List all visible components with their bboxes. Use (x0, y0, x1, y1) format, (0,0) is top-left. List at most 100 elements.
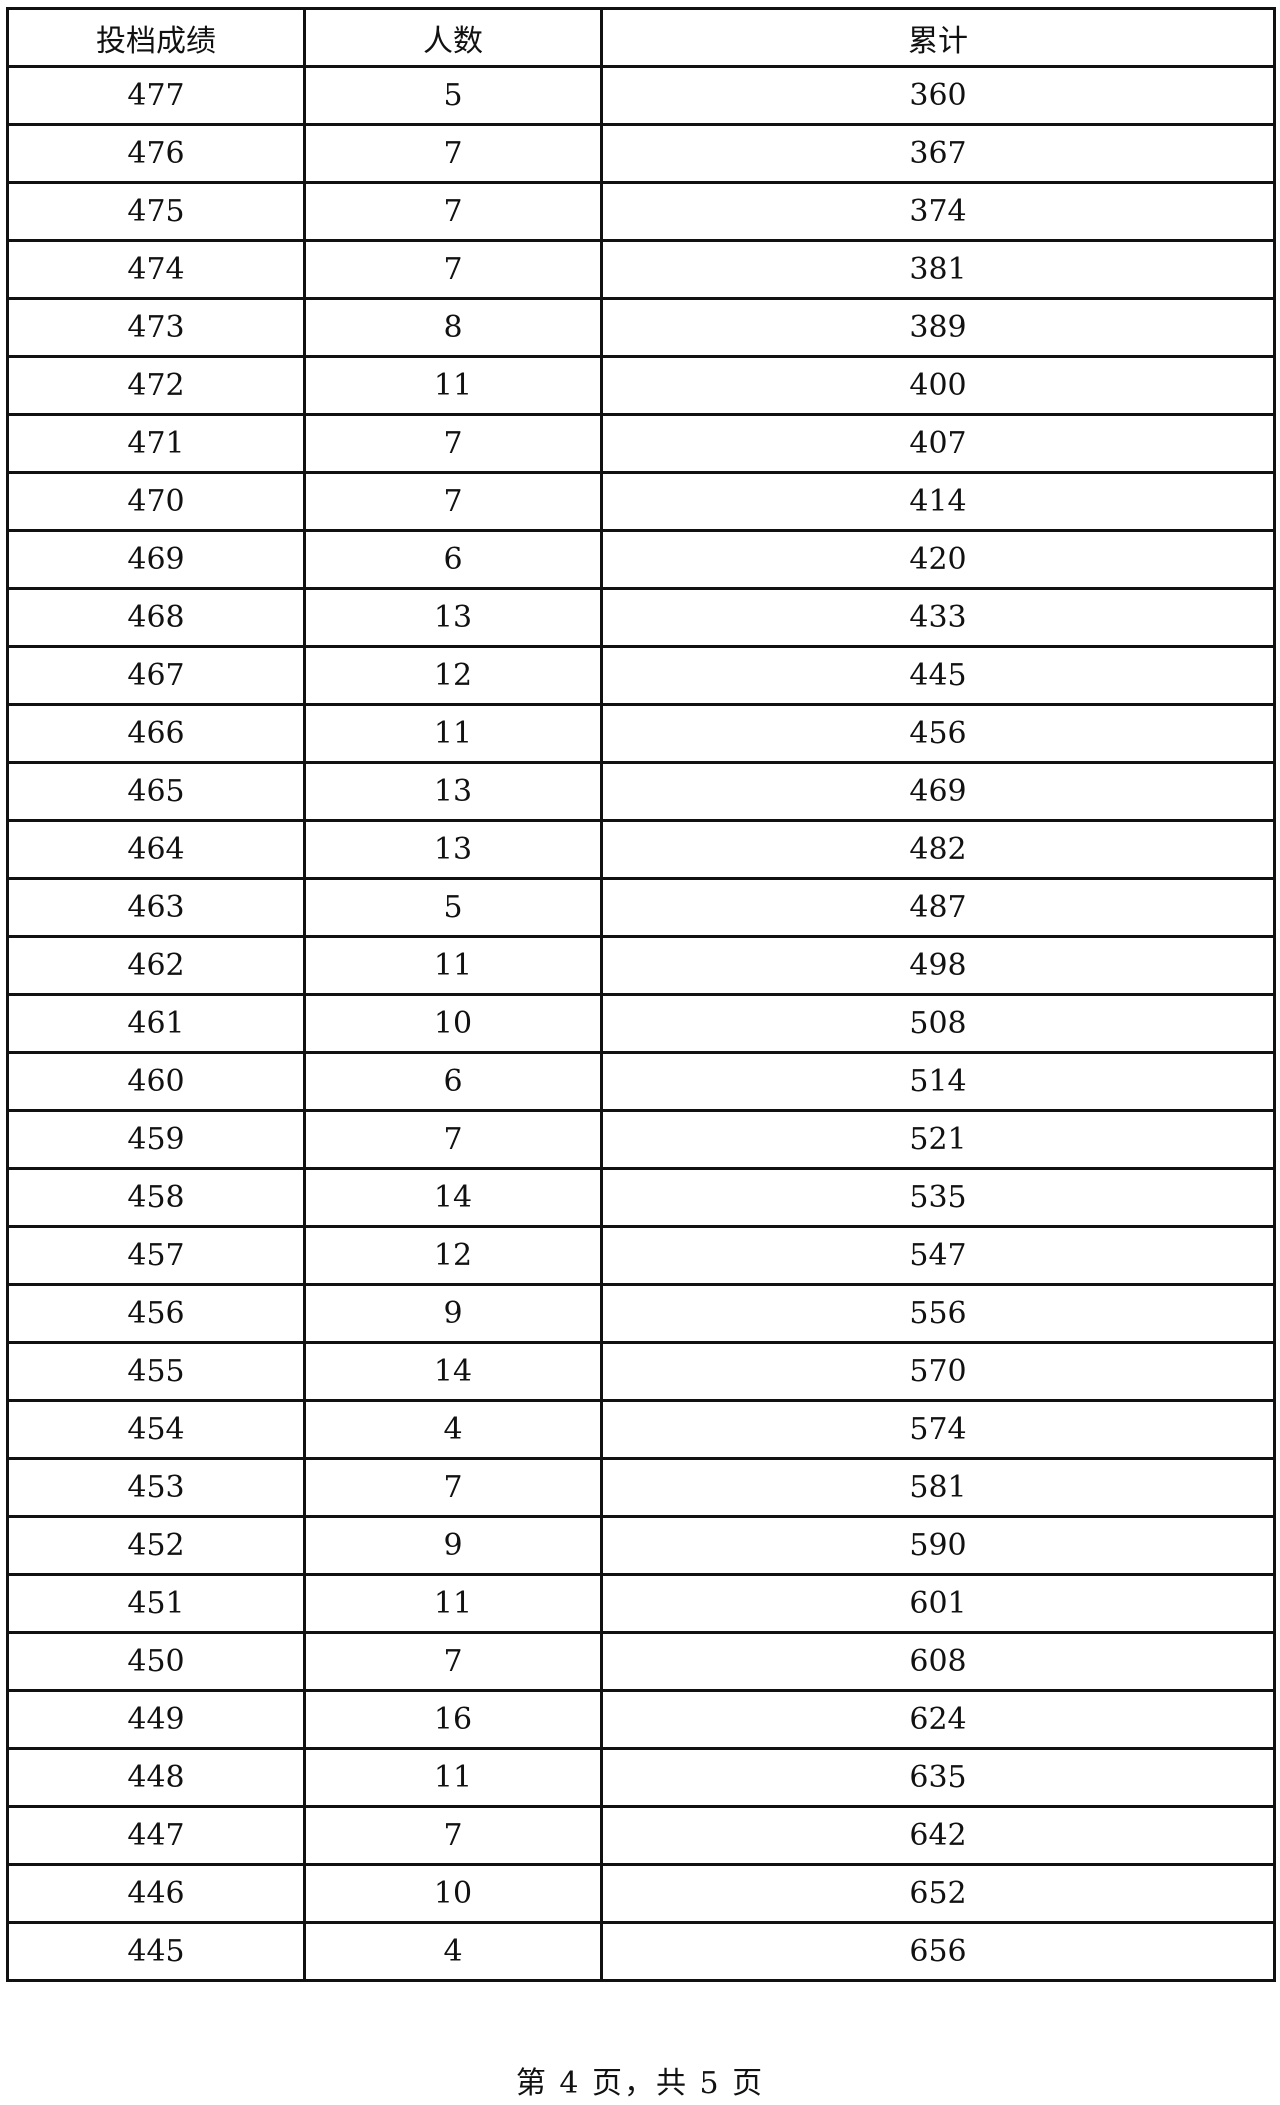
table-row: 445 4 656 (6, 1921, 1276, 1982)
cumulative-cell: 556 (600, 1283, 1276, 1344)
count-cell: 14 (303, 1167, 603, 1228)
table-row: 473 8 389 (6, 297, 1276, 358)
count-cell: 11 (303, 935, 603, 996)
score-cell: 458 (6, 1167, 306, 1228)
count-cell: 14 (303, 1341, 603, 1402)
score-cell: 452 (6, 1515, 306, 1576)
count-cell: 7 (303, 471, 603, 532)
score-cell: 476 (6, 123, 306, 184)
score-cell: 457 (6, 1225, 306, 1286)
table-row: 455 14 570 (6, 1341, 1276, 1402)
count-cell: 7 (303, 413, 603, 474)
score-cell: 451 (6, 1573, 306, 1634)
cumulative-cell: 642 (600, 1805, 1276, 1866)
count-cell: 12 (303, 645, 603, 706)
cumulative-cell: 535 (600, 1167, 1276, 1228)
score-cell: 450 (6, 1631, 306, 1692)
table-row: 468 13 433 (6, 587, 1276, 648)
count-cell: 8 (303, 297, 603, 358)
cumulative-cell: 570 (600, 1341, 1276, 1402)
score-cell: 470 (6, 471, 306, 532)
table-row: 446 10 652 (6, 1863, 1276, 1924)
score-cell: 471 (6, 413, 306, 474)
cumulative-cell: 547 (600, 1225, 1276, 1286)
cumulative-cell: 608 (600, 1631, 1276, 1692)
count-cell: 11 (303, 1747, 603, 1808)
count-cell: 12 (303, 1225, 603, 1286)
cumulative-cell: 456 (600, 703, 1276, 764)
count-cell: 6 (303, 1051, 603, 1112)
count-cell: 5 (303, 65, 603, 126)
cumulative-cell: 487 (600, 877, 1276, 938)
table-row: 471 7 407 (6, 413, 1276, 474)
count-cell: 7 (303, 1631, 603, 1692)
cumulative-cell: 574 (600, 1399, 1276, 1460)
count-cell: 10 (303, 1863, 603, 1924)
table-row: 461 10 508 (6, 993, 1276, 1054)
score-cell: 465 (6, 761, 306, 822)
count-cell: 13 (303, 819, 603, 880)
table-row: 476 7 367 (6, 123, 1276, 184)
count-cell: 11 (303, 355, 603, 416)
cumulative-cell: 508 (600, 993, 1276, 1054)
score-cell: 447 (6, 1805, 306, 1866)
score-cell: 461 (6, 993, 306, 1054)
table-row: 464 13 482 (6, 819, 1276, 880)
score-cell: 454 (6, 1399, 306, 1460)
count-cell: 13 (303, 761, 603, 822)
count-cell: 9 (303, 1515, 603, 1576)
score-cell: 455 (6, 1341, 306, 1402)
header-cumulative: 累计 (600, 7, 1276, 68)
score-cell: 449 (6, 1689, 306, 1750)
table-row: 462 11 498 (6, 935, 1276, 996)
cumulative-cell: 521 (600, 1109, 1276, 1170)
cumulative-cell: 360 (600, 65, 1276, 126)
table-row: 458 14 535 (6, 1167, 1276, 1228)
cumulative-cell: 469 (600, 761, 1276, 822)
count-cell: 7 (303, 123, 603, 184)
score-cell: 474 (6, 239, 306, 300)
cumulative-cell: 624 (600, 1689, 1276, 1750)
count-cell: 7 (303, 239, 603, 300)
cumulative-cell: 433 (600, 587, 1276, 648)
page-footer: 第 4 页，共 5 页 (515, 2066, 765, 2101)
table-row: 447 7 642 (6, 1805, 1276, 1866)
header-count: 人数 (303, 7, 603, 68)
cumulative-cell: 656 (600, 1921, 1276, 1982)
cumulative-cell: 445 (600, 645, 1276, 706)
count-cell: 16 (303, 1689, 603, 1750)
score-cell: 475 (6, 181, 306, 242)
table-row: 470 7 414 (6, 471, 1276, 532)
table-row: 467 12 445 (6, 645, 1276, 706)
cumulative-cell: 389 (600, 297, 1276, 358)
count-cell: 7 (303, 1457, 603, 1518)
score-cell: 468 (6, 587, 306, 648)
score-cell: 462 (6, 935, 306, 996)
score-cell: 463 (6, 877, 306, 938)
table-row: 474 7 381 (6, 239, 1276, 300)
score-cell: 448 (6, 1747, 306, 1808)
table-row: 457 12 547 (6, 1225, 1276, 1286)
cumulative-cell: 420 (600, 529, 1276, 590)
table-row: 475 7 374 (6, 181, 1276, 242)
count-cell: 13 (303, 587, 603, 648)
count-cell: 7 (303, 1109, 603, 1170)
cumulative-cell: 652 (600, 1863, 1276, 1924)
table-row: 469 6 420 (6, 529, 1276, 590)
cumulative-cell: 498 (600, 935, 1276, 996)
count-cell: 6 (303, 529, 603, 590)
cumulative-cell: 414 (600, 471, 1276, 532)
header-row: 投档成绩 人数 累计 (6, 7, 1276, 68)
score-cell: 464 (6, 819, 306, 880)
score-cell: 445 (6, 1921, 306, 1982)
score-cell: 446 (6, 1863, 306, 1924)
count-cell: 5 (303, 877, 603, 938)
count-cell: 11 (303, 1573, 603, 1634)
table-row: 452 9 590 (6, 1515, 1276, 1576)
table-row: 472 11 400 (6, 355, 1276, 416)
count-cell: 7 (303, 181, 603, 242)
score-cell: 460 (6, 1051, 306, 1112)
table-row: 465 13 469 (6, 761, 1276, 822)
table-row: 448 11 635 (6, 1747, 1276, 1808)
score-cell: 473 (6, 297, 306, 358)
